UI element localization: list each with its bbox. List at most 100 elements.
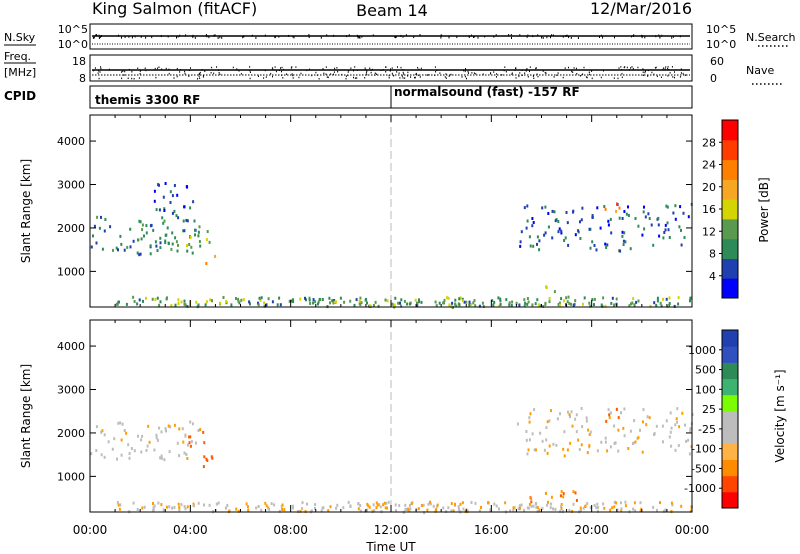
range-cell	[237, 297, 240, 301]
frequency-sample	[309, 68, 311, 71]
range-cell	[260, 508, 263, 512]
frequency-sample	[544, 71, 546, 74]
range-cell	[192, 504, 195, 508]
frequency-sample	[236, 68, 238, 70]
range-cell	[646, 415, 649, 419]
range-cell	[663, 231, 666, 234]
range-cell	[552, 507, 555, 511]
range-cell	[115, 246, 118, 250]
range-cell	[153, 199, 156, 203]
freq-label-line2: [MHz]	[4, 66, 36, 79]
range-cell	[349, 504, 352, 508]
frequency-sample	[466, 77, 467, 80]
range-cell	[669, 430, 672, 434]
range-cell	[546, 451, 549, 455]
range-cell	[682, 211, 685, 215]
range-cell	[617, 416, 620, 420]
frequency-sample	[435, 71, 437, 73]
x-tick-label: 04:00	[173, 523, 208, 537]
frequency-sample	[642, 71, 644, 73]
frequency-sample	[336, 67, 338, 69]
range-cell	[669, 411, 672, 415]
range-cell	[668, 435, 671, 439]
noise-sample	[251, 34, 253, 37]
frequency-sample	[553, 76, 555, 78]
range-cell	[332, 301, 335, 305]
noise-sample	[511, 37, 512, 39]
frequency-sample	[211, 66, 213, 69]
noise-sample	[242, 36, 244, 39]
frequency-sample	[389, 70, 391, 72]
frequency-sample	[603, 70, 604, 72]
colorbar-segment	[722, 199, 738, 220]
range-cell	[689, 509, 692, 513]
frequency-sample	[535, 67, 537, 70]
frequency-sample	[281, 70, 282, 73]
frequency-sample	[213, 72, 215, 75]
x-tick-label: 00:00	[73, 523, 108, 537]
frequency-sample	[579, 75, 581, 77]
noise-sample	[672, 35, 674, 38]
noise-sample	[394, 36, 396, 38]
frequency-sample	[354, 66, 356, 68]
frequency-sample	[100, 66, 102, 68]
range-cell	[526, 219, 529, 223]
time-axis-title: Time UT	[365, 540, 416, 554]
range-cell	[518, 504, 521, 508]
range-cell	[138, 219, 141, 223]
range-cell	[613, 500, 616, 504]
noise-sample	[242, 35, 244, 38]
range-cell	[650, 223, 653, 227]
frequency-sample	[322, 68, 324, 70]
range-cell	[164, 239, 167, 243]
range-cell	[593, 297, 596, 301]
range-cell	[481, 301, 484, 305]
frequency-sample	[600, 76, 602, 79]
range-cell	[176, 441, 179, 445]
range-cell	[404, 508, 407, 511]
range-cell	[519, 240, 522, 244]
frequency-sample	[249, 71, 251, 73]
range-cell	[184, 507, 187, 511]
range-cell	[107, 440, 110, 444]
frequency-sample	[139, 70, 141, 72]
range-cell	[546, 420, 549, 424]
range-cell	[447, 506, 450, 510]
range-cell	[130, 447, 133, 450]
range-cell	[587, 428, 590, 432]
range-cell	[648, 416, 651, 420]
noise-sample	[118, 34, 119, 37]
range-cell	[462, 507, 465, 511]
noise-sample	[206, 35, 208, 38]
range-cell	[178, 427, 181, 431]
range-cell	[562, 495, 565, 499]
range-cell	[136, 508, 139, 511]
range-cell	[318, 297, 321, 301]
frequency-sample	[583, 66, 585, 69]
range-cell	[474, 304, 477, 308]
range-cell	[689, 296, 692, 300]
range-cell	[560, 231, 563, 235]
frequency-sample	[139, 72, 141, 75]
range-cell	[103, 455, 106, 459]
range-cell	[242, 298, 245, 302]
range-cell	[674, 217, 677, 221]
frequency-sample	[370, 69, 372, 71]
range-cell	[620, 509, 623, 513]
range-cell	[605, 246, 608, 249]
range-cell	[154, 297, 157, 301]
range-cell	[141, 434, 144, 438]
range-cell	[535, 505, 538, 509]
frequency-sample	[168, 72, 170, 75]
noise-sample	[633, 34, 635, 37]
range-cell	[267, 297, 270, 301]
range-cell	[609, 217, 612, 221]
frequency-sample	[529, 66, 531, 68]
range-cell	[499, 299, 502, 303]
range-cell	[578, 448, 581, 451]
frequency-sample	[176, 67, 178, 70]
frequency-sample	[121, 77, 123, 80]
frequency-sample	[326, 76, 328, 78]
frequency-sample	[218, 69, 219, 71]
range-cell	[602, 296, 605, 300]
